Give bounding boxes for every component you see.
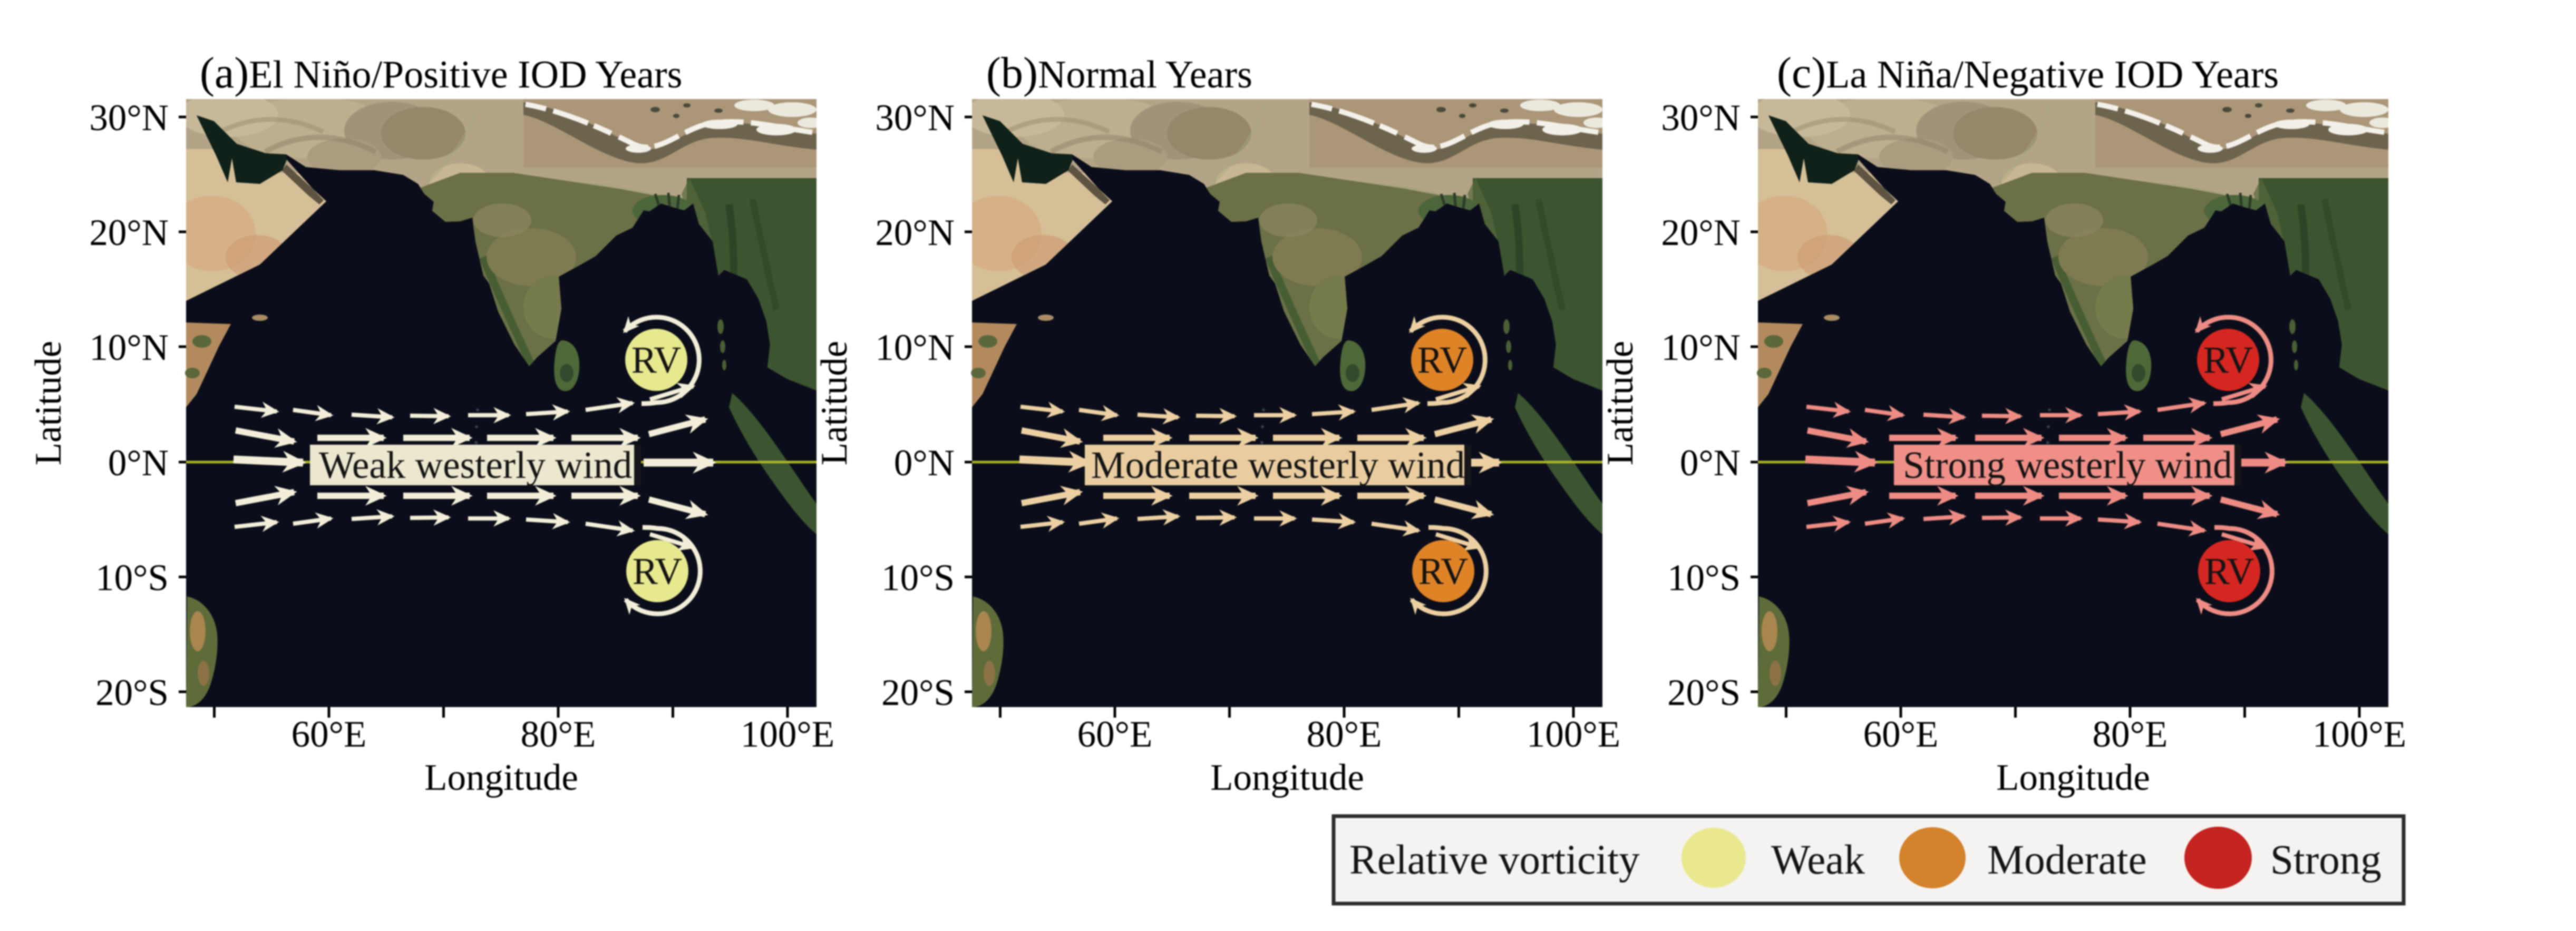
svg-text:100°E: 100°E xyxy=(2312,714,2406,755)
svg-text:RV: RV xyxy=(631,339,681,381)
svg-text:Strong: Strong xyxy=(2270,837,2381,883)
svg-text:80°E: 80°E xyxy=(521,714,596,755)
svg-text:80°E: 80°E xyxy=(1307,714,1382,755)
svg-text:Weak: Weak xyxy=(1771,837,1865,883)
svg-text:0°N: 0°N xyxy=(894,443,955,484)
svg-text:Latitude: Latitude xyxy=(1600,341,1641,466)
svg-text:Relative vorticity: Relative vorticity xyxy=(1349,837,1640,883)
svg-text:30°N: 30°N xyxy=(1661,97,1741,139)
svg-text:Longitude: Longitude xyxy=(1996,757,2150,798)
svg-text:30°N: 30°N xyxy=(875,97,955,139)
svg-text:Moderate: Moderate xyxy=(1987,837,2147,883)
svg-text:80°E: 80°E xyxy=(2093,714,2168,755)
svg-text:30°N: 30°N xyxy=(89,97,169,139)
svg-text:60°E: 60°E xyxy=(1863,714,1939,755)
svg-text:(c)La Niña/Negative IOD Years: (c)La Niña/Negative IOD Years xyxy=(1777,48,2279,97)
svg-text:60°E: 60°E xyxy=(1077,714,1153,755)
svg-text:Strong westerly wind: Strong westerly wind xyxy=(1903,444,2232,486)
svg-text:10°N: 10°N xyxy=(875,327,955,368)
svg-text:20°N: 20°N xyxy=(1661,212,1741,253)
svg-text:20°S: 20°S xyxy=(1667,672,1741,713)
svg-text:100°E: 100°E xyxy=(741,714,834,755)
svg-text:Latitude: Latitude xyxy=(814,341,855,466)
svg-text:Moderate westerly wind: Moderate westerly wind xyxy=(1091,444,1465,486)
svg-text:Longitude: Longitude xyxy=(1210,757,1364,798)
svg-text:60°E: 60°E xyxy=(291,714,367,755)
svg-text:10°N: 10°N xyxy=(1661,327,1741,368)
svg-text:10°N: 10°N xyxy=(89,327,169,368)
svg-text:20°N: 20°N xyxy=(89,212,169,253)
svg-text:Weak westerly wind: Weak westerly wind xyxy=(319,444,632,486)
svg-text:0°N: 0°N xyxy=(108,443,169,484)
svg-text:RV: RV xyxy=(633,550,682,592)
svg-text:20°N: 20°N xyxy=(875,212,955,253)
svg-text:RV: RV xyxy=(1418,550,1468,592)
svg-text:20°S: 20°S xyxy=(95,672,169,713)
svg-text:10°S: 10°S xyxy=(1667,557,1741,599)
svg-text:RV: RV xyxy=(2204,550,2254,592)
svg-text:(b)Normal Years: (b)Normal Years xyxy=(986,48,1252,97)
svg-text:20°S: 20°S xyxy=(881,672,955,713)
svg-text:(a)El Niño/Positive IOD Years: (a)El Niño/Positive IOD Years xyxy=(200,48,682,97)
svg-text:RV: RV xyxy=(2203,339,2253,381)
svg-text:Longitude: Longitude xyxy=(424,757,578,798)
svg-text:10°S: 10°S xyxy=(881,557,955,599)
svg-text:0°N: 0°N xyxy=(1680,443,1741,484)
svg-text:Latitude: Latitude xyxy=(28,341,69,466)
svg-text:RV: RV xyxy=(1417,339,1467,381)
svg-text:100°E: 100°E xyxy=(1527,714,1620,755)
svg-text:10°S: 10°S xyxy=(95,557,169,599)
